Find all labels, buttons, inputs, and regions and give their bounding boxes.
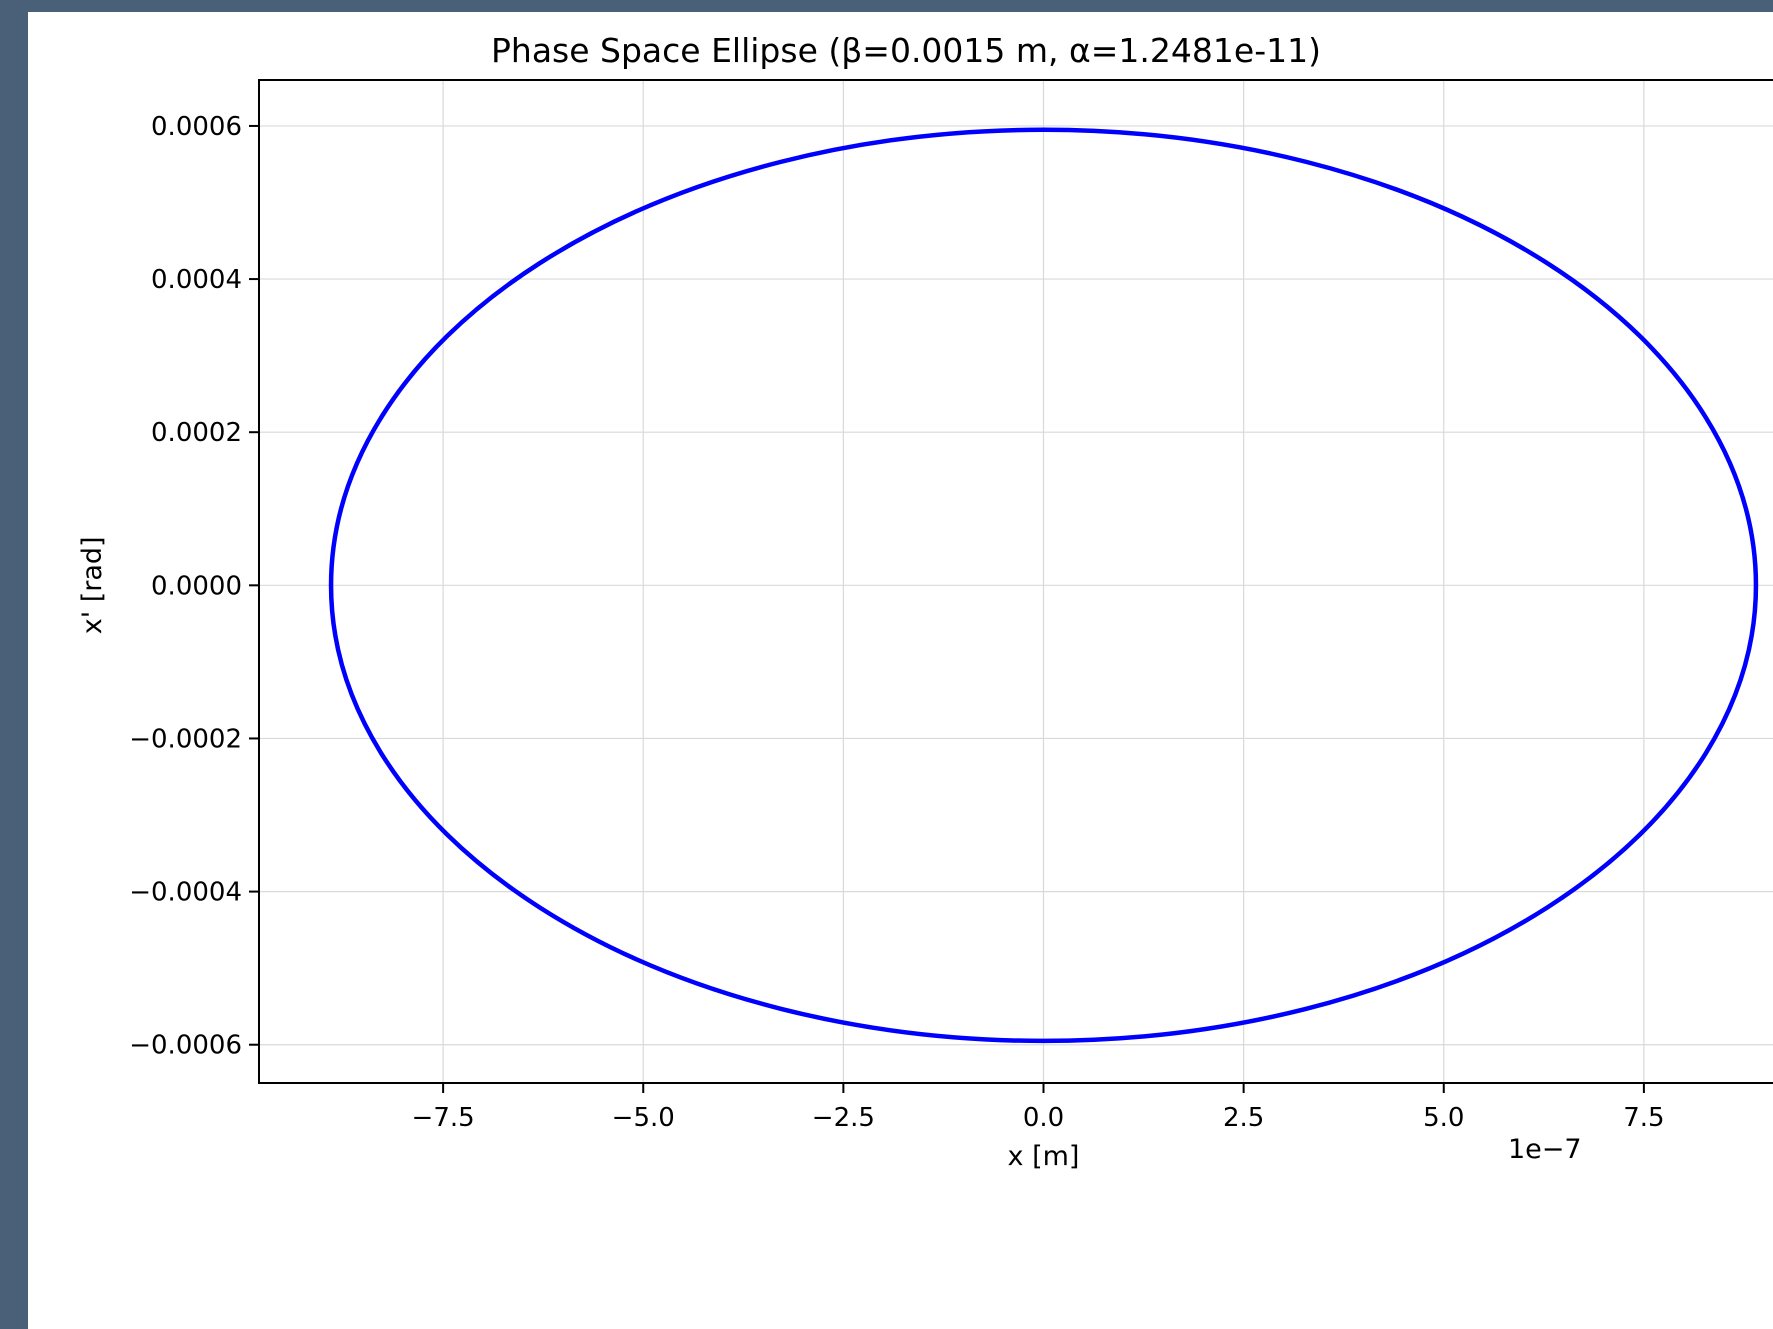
x-tick-label: 0.0 [1023, 1103, 1064, 1133]
series-layer [328, 127, 1759, 1044]
axes-frame [258, 79, 1773, 1084]
y-tick-label: 0.0002 [151, 418, 242, 448]
x-tick-label: 5.0 [1423, 1103, 1464, 1133]
phase-space-ellipse [328, 127, 1759, 1044]
y-ticks: 0.0006 0.0004 0.0002 0.0000 −0.0002 −0.0004 −0… [129, 112, 259, 1061]
y-tick-label: −0.0002 [129, 724, 242, 754]
x-tick-label: −7.5 [412, 1103, 475, 1133]
y-tick-label: 0.0000 [151, 571, 242, 601]
chart-svg: Phase Space Ellipse (β=0.0015 m, α=1.248… [77, 31, 1773, 1172]
grid [259, 80, 1773, 1083]
y-tick-label: 0.0004 [151, 265, 242, 295]
x-tick-label: −5.0 [612, 1103, 675, 1133]
y-tick-label: 0.0006 [151, 112, 242, 142]
x-tick-label: 2.5 [1223, 1103, 1264, 1133]
y-tick-label: −0.0006 [129, 1031, 242, 1061]
x-offset-label: 1e−7 [1508, 1134, 1582, 1165]
x-tick-label: 7.5 [1623, 1103, 1664, 1133]
x-tick-label: −2.5 [812, 1103, 875, 1133]
chart-title: Phase Space Ellipse (β=0.0015 m, α=1.248… [491, 31, 1321, 70]
x-axis-label: x [m] [1008, 1141, 1080, 1172]
x-ticks: −7.5 −5.0 −2.5 0.0 2.5 5.0 7.5 [412, 1083, 1665, 1133]
y-axis-label: x' [rad] [77, 536, 108, 634]
chart-figure: Phase Space Ellipse (β=0.0015 m, α=1.248… [28, 12, 1773, 1329]
y-tick-label: −0.0004 [129, 878, 242, 908]
